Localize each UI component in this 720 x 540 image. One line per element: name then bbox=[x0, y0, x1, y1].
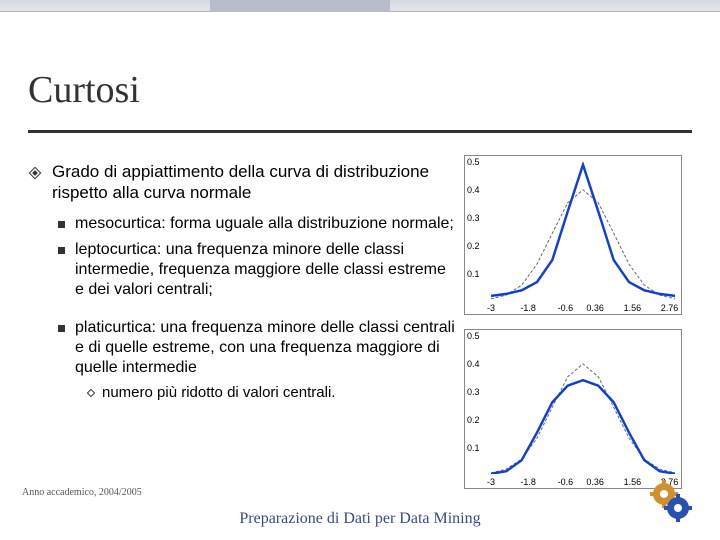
square-bullet-icon bbox=[58, 247, 65, 254]
diamond-bullet-icon bbox=[28, 166, 42, 180]
square-bullet-icon bbox=[58, 325, 65, 332]
bullet-level2: platicurtica: una frequenza minore delle… bbox=[58, 318, 456, 378]
footer-course-title: Preparazione di Dati per Data Mining bbox=[0, 510, 720, 528]
leptokurtic-chart: 0.10.20.30.40.5-3-1.8-0.60.361.562.76 bbox=[464, 155, 682, 315]
bullet-level2: mesocurtica: forma uguale alla distribuz… bbox=[58, 214, 456, 234]
slide-title: Curtosi bbox=[28, 68, 692, 112]
gear-logo-icon bbox=[650, 480, 692, 522]
bullet2-text-1: leptocurtica: una frequenza minore delle… bbox=[75, 240, 456, 300]
bullet-level3: numero più ridotto di valori centrali. bbox=[88, 384, 456, 403]
text-column: Grado di appiattimento della curva di di… bbox=[28, 161, 456, 489]
platykurtic-chart: 0.10.20.30.40.5-3-1.8-0.60.361.562.76 bbox=[464, 329, 682, 489]
square-bullet-icon bbox=[58, 221, 65, 228]
bullet2-text-0: mesocurtica: forma uguale alla distribuz… bbox=[75, 214, 454, 234]
slide-content: Curtosi Grado di appiattimento della cur… bbox=[0, 20, 720, 489]
title-underline bbox=[28, 130, 692, 133]
bullet1-text: Grado di appiattimento della curva di di… bbox=[52, 161, 456, 204]
diamond-outline-bullet-icon bbox=[87, 388, 95, 396]
bullet3-text: numero più ridotto di valori centrali. bbox=[102, 384, 335, 403]
charts-column: 0.10.20.30.40.5-3-1.8-0.60.361.562.76 0.… bbox=[464, 155, 684, 489]
bullet-level1: Grado di appiattimento della curva di di… bbox=[28, 161, 456, 204]
content-row: Grado di appiattimento della curva di di… bbox=[28, 161, 692, 489]
bullet2-text-2: platicurtica: una frequenza minore delle… bbox=[75, 318, 456, 378]
bullet-level2: leptocurtica: una frequenza minore delle… bbox=[58, 240, 456, 300]
top-decoration-bar bbox=[0, 0, 720, 12]
footer-academic-year: Anno accademico, 2004/2005 bbox=[22, 487, 142, 498]
